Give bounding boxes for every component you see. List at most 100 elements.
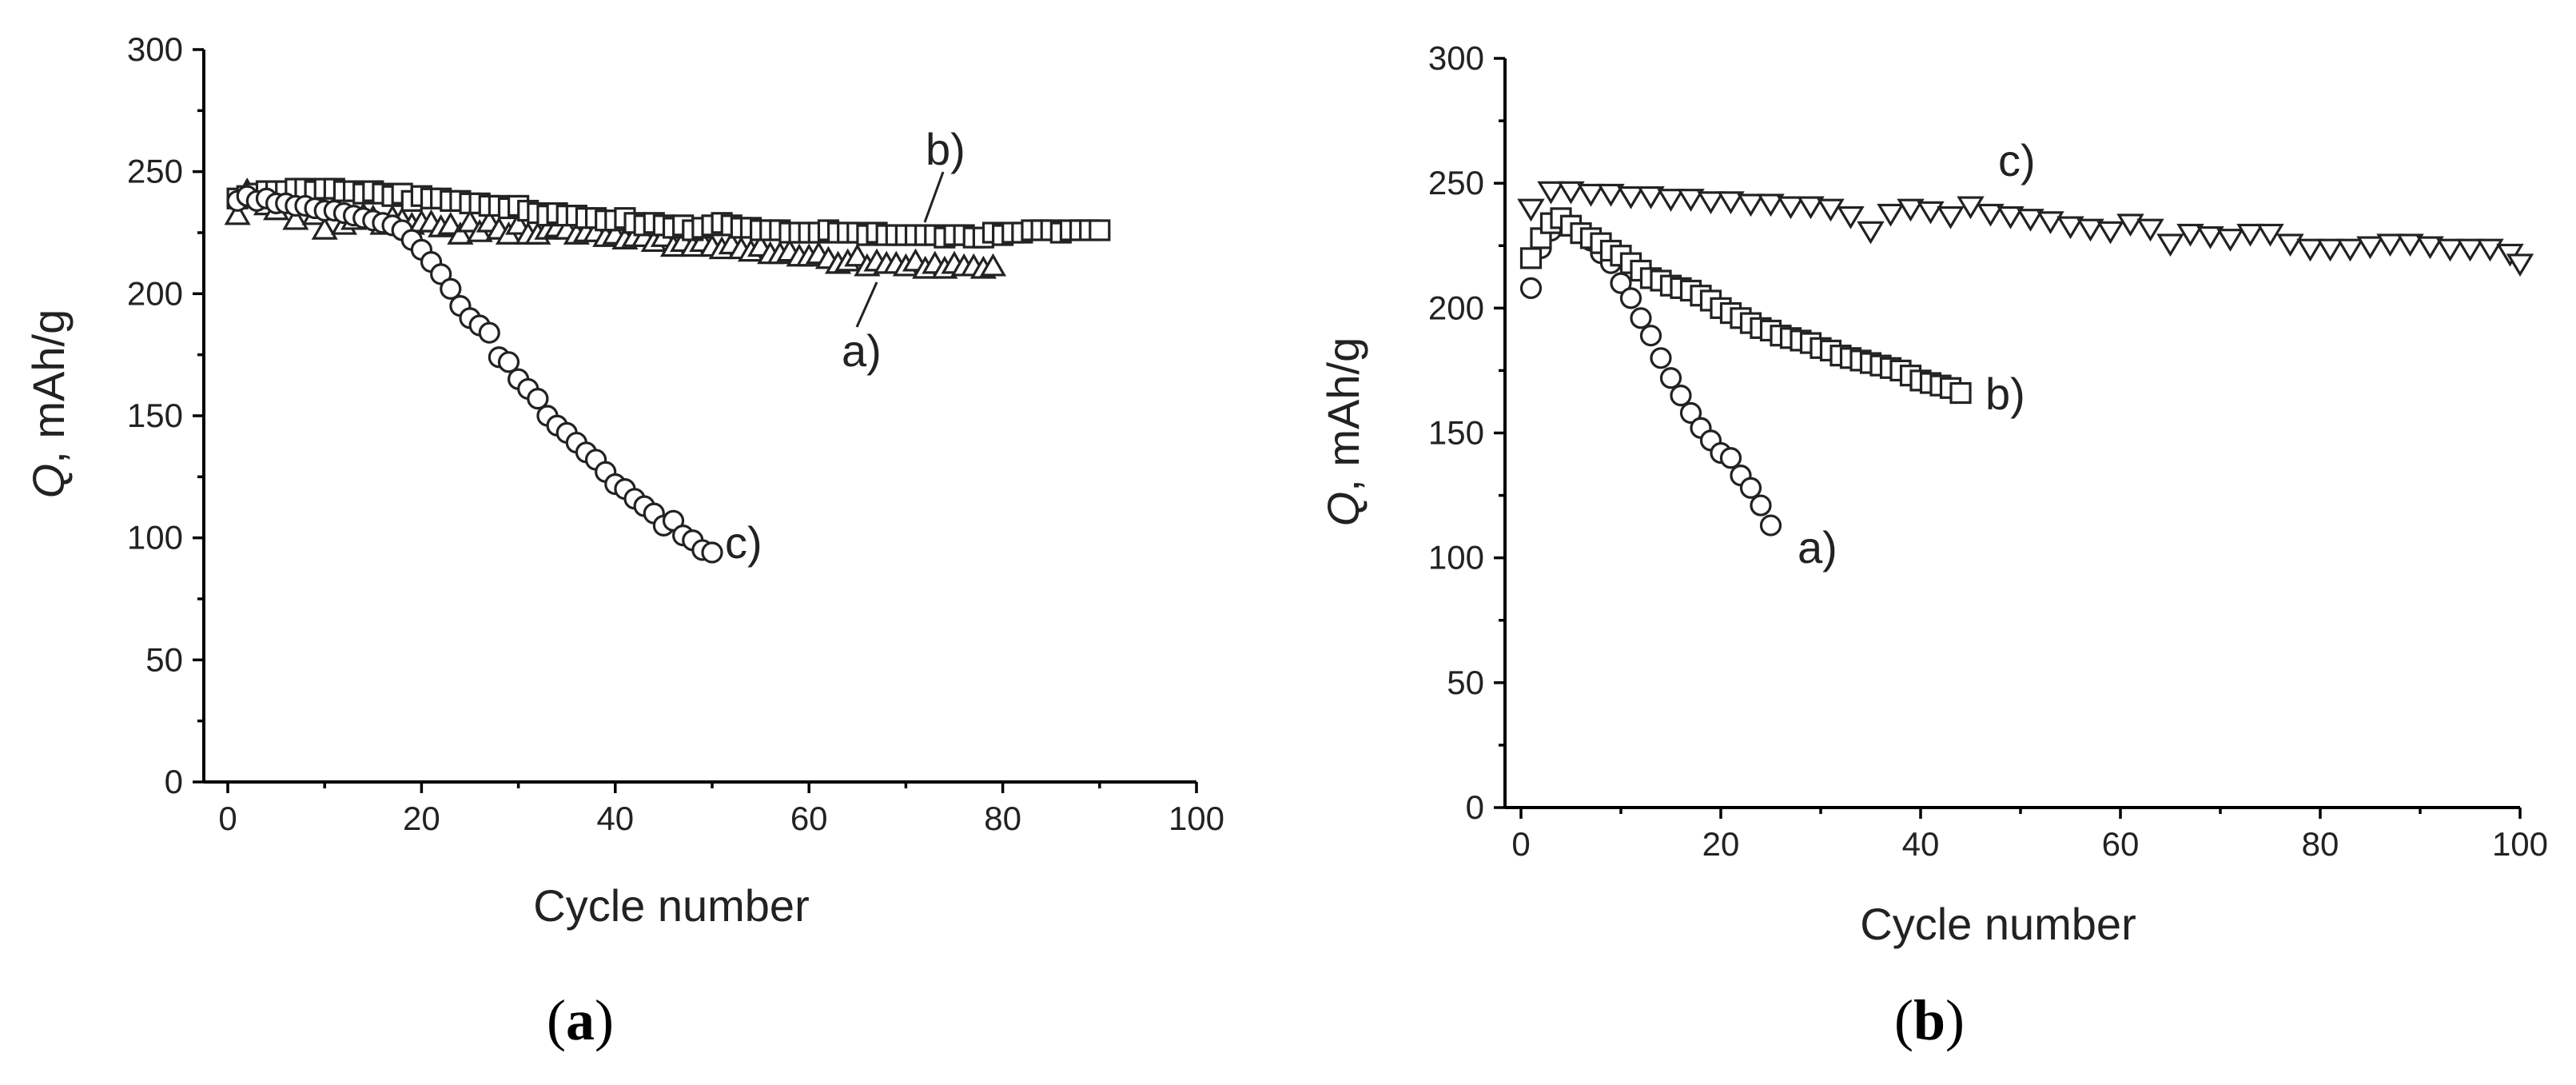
panel-b-series-c-point <box>2456 238 2484 262</box>
panel-b-series-a-point <box>1719 447 1742 469</box>
panel-a-series-c-point <box>497 351 520 373</box>
panel-b-xtick-label: 60 <box>2102 825 2140 863</box>
panel-b-series-b-markers <box>1519 207 1972 405</box>
panel-b-series-a-point <box>1670 385 1692 407</box>
panel-b-series-c-point <box>2396 233 2424 257</box>
panel-b-series-c-point <box>1797 196 1825 220</box>
panel-b-series-c-point <box>1557 181 1585 205</box>
panel-b-annotation-b: b) <box>1985 369 2025 419</box>
panel-b-series-c-point <box>1997 205 2025 229</box>
panel-b-series-c-point <box>1857 221 1885 245</box>
panel-a-series-c-point <box>478 321 500 344</box>
panel-a-ytick-label: 50 <box>145 640 183 678</box>
panel-b-series-c-point <box>1597 183 1625 207</box>
panel-b-xtick-label: 20 <box>1702 825 1740 863</box>
panel-a-axes: 0 50 100 150 200 250 300 0 20 40 60 80 100 <box>127 30 1224 837</box>
panel-b-xlabel: Cycle number <box>1860 899 2136 949</box>
panel-a-xtick-label: 100 <box>1169 800 1224 837</box>
panel-a-series-c-point <box>701 541 723 564</box>
panel-b-series-a-point <box>1619 287 1642 309</box>
panel-b-series-c-point <box>1817 198 1845 222</box>
panel-b-series-c-point <box>1737 193 1765 217</box>
panel-b-series-c-point <box>1577 183 1605 207</box>
panel-b-series-c-point <box>2176 223 2204 247</box>
panel-b-series-c-point <box>1697 191 1725 214</box>
panel-b-series-c-point <box>1777 196 1805 220</box>
panel-a-series-a-point <box>311 216 338 240</box>
panel-b-series-c-point <box>1757 193 1785 217</box>
panel-b-ytick-label: 150 <box>1428 414 1484 452</box>
panel-a-series-a-point <box>505 211 532 235</box>
panel-a-series-a-point <box>282 206 309 230</box>
panel-b-series-c-point <box>1517 198 1545 222</box>
panel-b-axes: 0 50 100 150 200 250 300 0 20 40 60 80 100 <box>1428 39 2548 863</box>
panel-a-annotation-a: a) <box>842 325 882 376</box>
panel-b-series-c-markers <box>1517 181 2534 277</box>
panel-b-series-a-point <box>1750 494 1772 517</box>
panel-b-series-a-point <box>1659 367 1682 389</box>
panel-a-xtick-label: 20 <box>403 800 440 837</box>
panel-b-series-a-point <box>1630 307 1652 329</box>
panel-b-series-a-markers <box>1519 209 1782 537</box>
panel-b-series-a-point <box>1639 325 1662 347</box>
panel-b-series-c-point <box>2017 209 2044 232</box>
panel-a-annotation-b: b) <box>926 124 966 174</box>
panel-b-series-c-point <box>1917 201 1945 225</box>
panel-b-series-b-point <box>1949 381 1972 405</box>
panel-a-ytick-label: 100 <box>127 519 183 556</box>
panel-a-series-a-point <box>447 221 474 245</box>
panel-b-series-c-point <box>1897 198 1925 222</box>
panel-a-ylabel: Q, mAh/g <box>23 309 74 499</box>
panel-b-series-c-point <box>2037 211 2064 234</box>
panel-b-series-a-point <box>1739 477 1762 499</box>
panel-b-series-c-point <box>2506 253 2534 277</box>
panel-b-ytick-label: 300 <box>1428 39 1484 77</box>
panel-b-series-c-point <box>2276 233 2304 257</box>
panel-a-ytick-label: 300 <box>127 30 183 68</box>
panel-b-series-c-point <box>1637 185 1665 209</box>
panel-b-label: (b) <box>1894 988 1965 1052</box>
panel-b-series-c-point <box>2476 238 2504 262</box>
panel-b-series-c-point <box>2056 216 2084 240</box>
panel-a-xtick-label: 60 <box>790 800 828 837</box>
panel-a-ytick-label: 250 <box>127 153 183 190</box>
panel-b-series-c-point <box>1877 203 1905 227</box>
panel-b-series-c-point <box>2136 218 2164 242</box>
panel-b-series-c-point <box>2076 218 2104 242</box>
panel-b-series-c-point <box>1657 189 1685 212</box>
panel-a-xlabel: Cycle number <box>533 880 809 931</box>
panel-a-label: (a) <box>547 988 614 1052</box>
panel-b-series-c-point <box>1937 205 1965 229</box>
panel-a-leader-a <box>855 281 878 328</box>
panel-b-series-c-point <box>2196 225 2224 249</box>
panel-b-series-a-point <box>1650 347 1672 369</box>
panel-b-xtick-label: 40 <box>1902 825 1940 863</box>
panel-b-series-c-point <box>2296 238 2324 262</box>
panel-b-series-a-point <box>1519 277 1543 299</box>
panel-b-ylabel: Q, mAh/g <box>1318 337 1368 527</box>
panel-a-xtick-label: 80 <box>984 800 1021 837</box>
panel-a-series-c-point <box>662 509 685 532</box>
panel-a-series-c-point <box>430 263 452 285</box>
panel-b-series-c-point <box>2236 223 2264 247</box>
panel-a-ytick-label: 150 <box>127 397 183 434</box>
panel-b-series-c-point <box>2216 229 2244 252</box>
panel-a-xtick-label: 0 <box>218 800 237 837</box>
panel-b-ytick-label: 50 <box>1447 664 1484 701</box>
panel-a-series-a-point <box>979 253 1007 277</box>
panel-a-series-a-point <box>844 243 871 267</box>
panel-b-series-c-point <box>2256 223 2284 247</box>
panel-b-ytick-label: 250 <box>1428 164 1484 201</box>
panel-b-series-c-point <box>2336 238 2364 262</box>
panel-b-ytick-label: 0 <box>1466 788 1484 826</box>
panel-b-series-c-point <box>2096 221 2124 245</box>
panel-b-series-c-point <box>1957 196 1985 220</box>
panel-a-ytick-label: 200 <box>127 274 183 312</box>
panel-a-series-b-point <box>1089 219 1111 241</box>
panel-b-series-c-point <box>1677 189 1705 212</box>
panel-a-ytick-label: 0 <box>165 763 183 800</box>
panel-b-series-c-point <box>2316 238 2344 262</box>
panel-b-ytick-label: 100 <box>1428 539 1484 576</box>
